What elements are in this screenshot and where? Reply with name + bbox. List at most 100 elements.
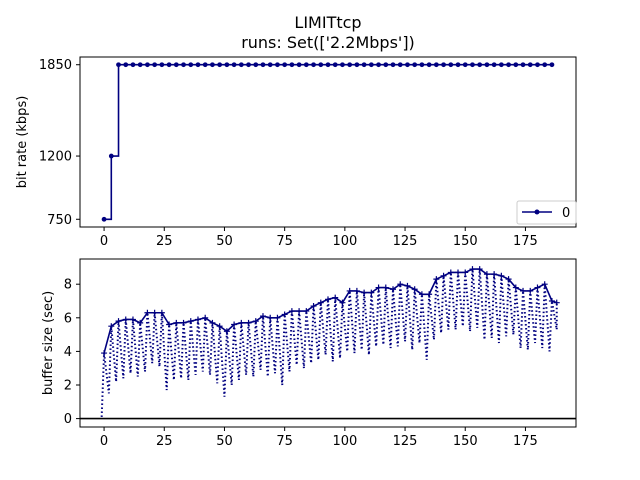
bitrate-ytick-label: 1200 — [39, 150, 72, 165]
bitrate-point — [368, 62, 374, 68]
buffer-xtick-label: 100 — [332, 434, 357, 449]
bitrate-xtick-label: 150 — [453, 234, 478, 249]
buffer-peak-marker — [288, 308, 295, 315]
buffer-xtick-label: 175 — [513, 434, 538, 449]
buffer-peak-marker — [332, 294, 339, 301]
bitrate-point — [535, 62, 540, 68]
buffer-peak-line — [103, 268, 558, 354]
buffer-peak-marker — [115, 318, 122, 325]
bitrate-point — [217, 62, 223, 68]
bitrate-point — [282, 62, 288, 68]
buffer-xtick-label: 0 — [100, 434, 108, 449]
legend: 0 — [516, 200, 577, 225]
bitrate-point — [303, 62, 309, 68]
bitrate-point — [491, 62, 497, 68]
bitrate-ytick-label: 750 — [47, 213, 72, 228]
bitrate-point — [210, 62, 215, 68]
buffer-peak-marker — [483, 271, 490, 278]
bitrate-series — [101, 62, 555, 222]
bitrate-point — [426, 62, 432, 68]
buffer-axis-ticks: 0 25 50 75 100 125 150 175 0 2 4 6 8 — [64, 278, 538, 449]
buffer-peak-marker — [216, 323, 223, 330]
bitrate-xtick-label: 125 — [393, 234, 418, 249]
buffer-peak-marker — [325, 296, 331, 303]
bitrate-point — [542, 62, 548, 68]
bitrate-point — [405, 62, 410, 68]
bitrate-point — [159, 62, 165, 68]
buffer-peak-marker — [187, 318, 194, 325]
bitrate-point — [224, 62, 230, 68]
buffer-xtick-label: 25 — [156, 434, 173, 449]
buffer-series — [80, 266, 576, 420]
bitrate-point — [166, 62, 172, 68]
bitrate-point — [506, 62, 511, 68]
buffer-peak-marker — [469, 266, 476, 273]
buffer-ytick-label: 4 — [64, 345, 72, 360]
bitrate-xtick-label: 50 — [216, 234, 233, 249]
buffer-peak-marker — [476, 266, 483, 273]
buffer-peak-marker — [245, 319, 252, 326]
buffer-peak-marker — [397, 281, 404, 288]
buffer-peak-marker — [455, 269, 462, 276]
buffer-peak-marker — [498, 272, 505, 279]
buffer-peak-marker — [209, 319, 216, 326]
bitrate-xtick-label: 75 — [276, 234, 293, 249]
bitrate-point — [267, 62, 273, 68]
buffer-peak-marker — [433, 276, 440, 283]
bitrate-point — [116, 62, 121, 68]
buffer-peak-marker — [527, 287, 534, 294]
buffer-peak-marker — [259, 313, 266, 320]
buffer-ytick-label: 8 — [64, 278, 72, 293]
bitrate-point — [253, 62, 259, 68]
buffer-peak-marker — [520, 287, 527, 294]
bitrate-point — [455, 62, 461, 68]
buffer-peak-marker — [108, 323, 115, 330]
bitrate-point — [137, 62, 143, 68]
bitrate-point — [238, 62, 244, 68]
buffer-peak-marker — [368, 289, 375, 296]
buffer-peak-marker — [129, 316, 136, 323]
buffer-peak-marker — [339, 299, 346, 306]
buffer-peak-marker — [158, 309, 165, 316]
buffer-peak-marker — [238, 319, 245, 326]
bitrate-xtick-label: 25 — [156, 234, 173, 249]
buffer-ytick-label: 6 — [64, 311, 72, 326]
buffer-peak-marker — [274, 314, 281, 321]
buffer-ytick-label: 0 — [64, 412, 72, 427]
buffer-peak-marker — [548, 298, 555, 304]
bitrate-point — [397, 62, 403, 68]
bitrate-point — [433, 62, 439, 68]
buffer-xtick-label: 75 — [276, 434, 293, 449]
buffer-peak-marker — [404, 282, 411, 289]
bitrate-point — [188, 62, 194, 68]
buffer-peak-marker — [382, 284, 389, 291]
chart-subtitle: runs: Set(['2.2Mbps']) — [241, 33, 415, 52]
bitrate-point — [101, 216, 107, 222]
buffer-peak-marker — [310, 303, 317, 310]
buffer-peak-marker — [418, 291, 425, 298]
buffer-peak-marker — [411, 286, 418, 293]
bitrate-xtick-label: 175 — [513, 234, 538, 249]
bitrate-point — [477, 62, 483, 68]
bitrate-point — [246, 62, 251, 68]
buffer-peak-marker — [166, 321, 173, 328]
bitrate-point — [202, 62, 208, 68]
bitrate-point — [376, 62, 381, 68]
bitrate-point — [419, 62, 425, 68]
buffer-peak-marker — [353, 287, 360, 294]
bitrate-ylabel: bit rate (kbps) — [15, 96, 30, 189]
bitrate-point — [332, 62, 338, 68]
bitrate-series-line — [104, 63, 552, 221]
bitrate-point — [412, 62, 418, 68]
bitrate-point — [173, 62, 179, 68]
bitrate-point — [462, 62, 468, 68]
buffer-peak-marker — [194, 316, 201, 323]
bitrate-point — [527, 62, 533, 68]
buffer-peak-marker — [462, 269, 469, 276]
bitrate-point — [347, 62, 353, 68]
buffer-plot-frame — [79, 258, 577, 428]
legend-marker — [534, 209, 540, 215]
buffer-peak-marker — [173, 319, 180, 326]
buffer-xtick-label: 50 — [216, 434, 233, 449]
buffer-peak-marker — [296, 308, 303, 315]
